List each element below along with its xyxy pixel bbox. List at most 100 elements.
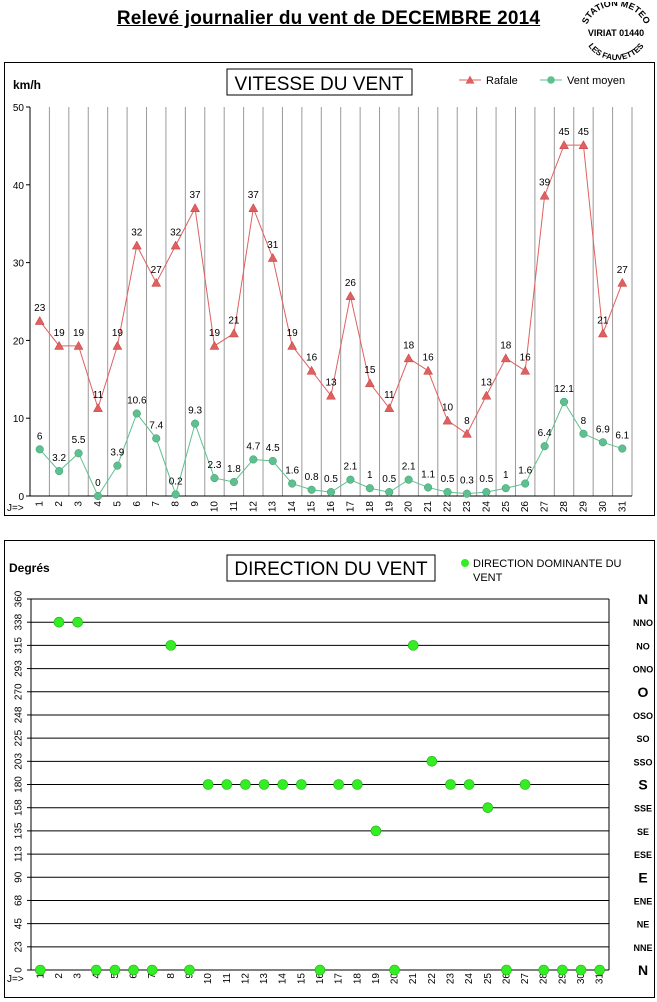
rafale-point	[112, 340, 123, 350]
vent-moyen-point	[210, 474, 219, 483]
vent-moyen-point	[152, 434, 161, 443]
rafale-point	[481, 390, 492, 400]
rafale-data-label: 8	[464, 416, 470, 427]
direction-point	[426, 756, 438, 767]
direction-compass-labels: N NNE NE ENE E ESE SE SSE S SSO SO OSO O ONO NO NNO N	[633, 591, 654, 978]
compass-label: SE	[637, 827, 649, 837]
direction-y-tick-label: 180	[14, 776, 25, 793]
speed-x-tick-label: 24	[481, 501, 492, 513]
speed-x-tick-label: 16	[326, 501, 337, 513]
compass-label: SSO	[633, 757, 652, 767]
speed-x-tick-label: 21	[423, 501, 434, 513]
vent-moyen-data-label: 1.8	[227, 464, 241, 475]
direction-x-tick-label: 21	[408, 973, 419, 985]
direction-point	[407, 640, 419, 651]
direction-x-axis-label: J=>	[7, 974, 24, 985]
rafale-data-label: 23	[34, 303, 46, 314]
vent-moyen-data-label: 1	[367, 470, 373, 481]
direction-point	[90, 964, 102, 976]
compass-label: ESE	[634, 850, 652, 860]
direction-x-tick-label: 15	[296, 973, 307, 985]
vent-moyen-point	[35, 445, 44, 454]
direction-point	[146, 964, 158, 976]
rafale-data-label: 13	[481, 378, 493, 389]
direction-point	[370, 825, 382, 837]
vent-moyen-point	[249, 455, 258, 464]
legend-direction-label: DIRECTION DOMINANTE DU VENT	[473, 558, 622, 584]
vent-moyen-data-label: 0.5	[441, 474, 455, 485]
vent-moyen-data-label: 2.3	[208, 460, 222, 471]
rafale-point	[170, 240, 181, 250]
vent-moyen-point	[618, 444, 627, 453]
speed-x-tick-label: 10	[209, 501, 220, 513]
speed-x-tick-label: 28	[559, 501, 570, 513]
direction-x-tick-label: 6	[129, 973, 140, 979]
direction-y-tick-label: 248	[14, 706, 25, 723]
legend-rafale-marker	[465, 75, 475, 84]
vent-moyen-point	[365, 484, 374, 493]
rafale-data-label: 11	[93, 390, 104, 401]
compass-label: OSO	[633, 711, 653, 721]
vent-moyen-point	[113, 461, 122, 470]
rafale-point	[559, 140, 569, 149]
rafale-point	[151, 277, 162, 287]
compass-label: N	[638, 591, 648, 607]
direction-point	[258, 779, 270, 790]
rafale-data-label: 13	[325, 378, 337, 389]
speed-y-tick-label: 50	[13, 103, 25, 114]
rafale-data-label: 19	[287, 328, 299, 339]
vent-moyen-point	[424, 483, 433, 492]
speed-x-tick-label: 17	[345, 501, 356, 513]
direction-point	[221, 779, 233, 790]
vent-moyen-data-label: 6.9	[596, 424, 610, 435]
vent-moyen-point	[93, 491, 103, 501]
speed-x-tick-label: 27	[540, 501, 551, 513]
direction-x-tick-label: 12	[240, 973, 251, 985]
direction-point	[557, 964, 568, 976]
direction-x-tick-label: 10	[203, 973, 214, 985]
speed-x-tick-label: 8	[171, 501, 182, 507]
vent-moyen-point	[462, 489, 471, 498]
legend-rafale-label: Rafale	[486, 75, 518, 87]
direction-series	[35, 616, 605, 976]
direction-point	[53, 616, 65, 628]
rafale-point	[306, 365, 317, 375]
wind-direction-chart: 0 23 45 68 90 113 135 158 180 203 225 248 270 293 315 3…	[4, 540, 655, 998]
rafale-data-label: 31	[267, 240, 279, 251]
rafale-point	[228, 328, 239, 338]
direction-y-tick-label: 68	[14, 894, 25, 906]
rafale-data-label: 39	[539, 178, 551, 189]
rafale-point	[287, 340, 298, 350]
stamp-top-text: STATION METEO	[580, 2, 652, 25]
direction-y-tick-label: 338	[14, 613, 25, 630]
speed-x-ticks: 1 2 3 4 5 6 7 8 9 10 11 12 13 14 15 16 17 18 19 20 21 22 23 24 2…	[35, 501, 629, 513]
vent-moyen-data-label: 1.6	[285, 466, 299, 477]
vent-moyen-data-label: 3.9	[110, 448, 124, 459]
direction-x-tick-label: 27	[520, 973, 531, 985]
vent-moyen-data-label: 3.2	[52, 453, 66, 464]
speed-x-axis-label: J=>	[7, 503, 24, 514]
vent-moyen-data-label: 2.1	[343, 462, 357, 473]
direction-x-tick-label: 30	[576, 973, 587, 985]
vent-moyen-point	[443, 488, 452, 497]
vent-moyen-data-label: 5.5	[72, 435, 86, 446]
direction-y-tick-label: 113	[14, 846, 25, 862]
direction-y-tick-label: 135	[14, 822, 25, 839]
direction-x-tick-label: 8	[166, 973, 177, 979]
speed-x-tick-label: 5	[112, 501, 123, 507]
direction-point	[594, 964, 605, 976]
rafale-data-label: 19	[112, 328, 124, 339]
legend-vent-moyen-label: Vent moyen	[567, 75, 625, 87]
speed-x-tick-label: 31	[617, 501, 628, 513]
speed-x-tick-label: 11	[229, 501, 240, 512]
rafale-point	[190, 203, 200, 212]
speed-x-tick-label: 25	[501, 501, 512, 513]
vent-moyen-data-label: 8	[581, 416, 587, 427]
direction-point	[277, 779, 289, 790]
vent-moyen-point	[326, 488, 336, 497]
rafale-point	[617, 277, 628, 287]
rafale-data-label: 18	[403, 340, 415, 351]
direction-x-tick-label: 7	[147, 973, 158, 979]
speed-legend: Rafale Vent moyen	[459, 75, 625, 87]
